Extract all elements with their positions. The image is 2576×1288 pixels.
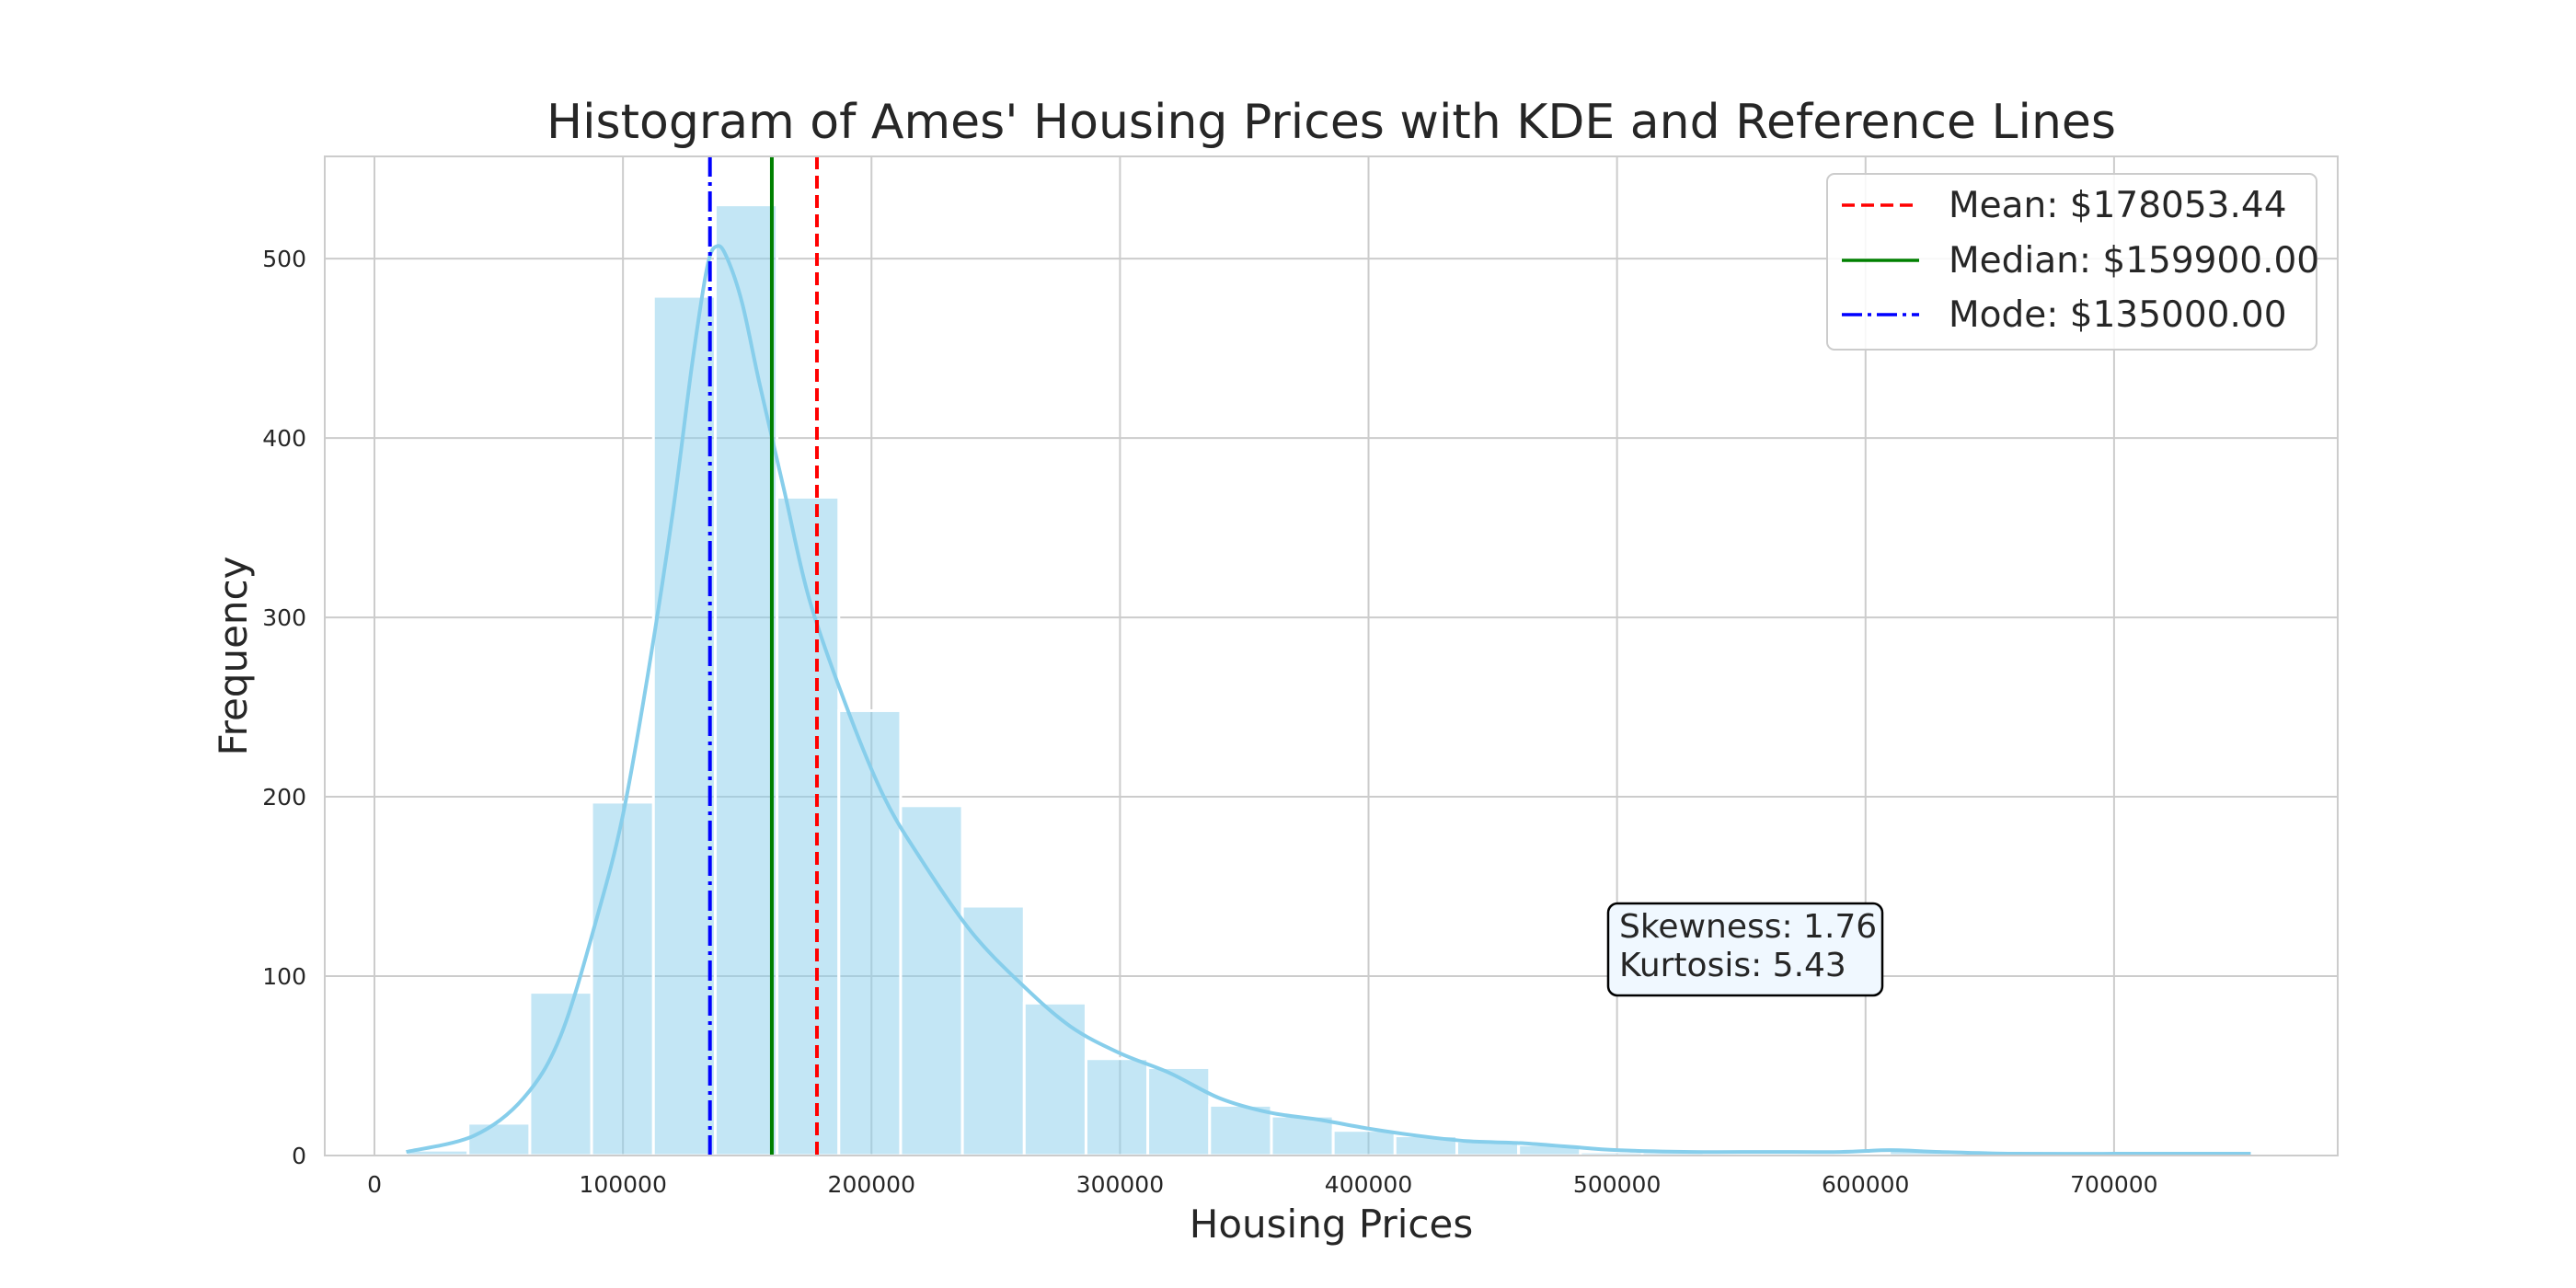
x-tick-label: 100000: [579, 1171, 666, 1198]
x-axis-label: Housing Prices: [1190, 1202, 1473, 1247]
y-tick-label: 0: [292, 1143, 306, 1169]
legend-mode-label: Mode: $135000.00: [1949, 294, 2287, 336]
histogram-bars: [405, 203, 2262, 1157]
histogram-bar: [1331, 1129, 1397, 1157]
skewness-label: Skewness: 1.76: [1619, 908, 1877, 946]
plot-frame: [324, 155, 2339, 1156]
y-tick-label: 500: [262, 246, 306, 272]
y-tick-label: 100: [262, 963, 306, 990]
x-tick-label: 400000: [1325, 1171, 1412, 1198]
reference-lines: [707, 156, 819, 1156]
kurtosis-label: Kurtosis: 5.43: [1619, 947, 1846, 984]
x-tick-label: 200000: [828, 1171, 915, 1198]
histogram-bar: [590, 800, 655, 1157]
legend-frame: [1826, 173, 2317, 351]
histogram-bar: [1022, 1001, 1087, 1157]
chart-title: Histogram of Ames' Housing Prices with K…: [546, 95, 2116, 150]
histogram-bar: [466, 1121, 532, 1157]
y-tick-label: 300: [262, 604, 306, 631]
y-axis-label: Frequency: [211, 557, 256, 756]
histogram-bar: [1146, 1065, 1212, 1157]
histogram-bar: [899, 804, 964, 1157]
histogram-bar: [960, 904, 1026, 1157]
x-tick-label: 0: [367, 1171, 382, 1198]
y-tick-label: 400: [262, 425, 306, 452]
stats-annotation: Skewness: 1.76 Kurtosis: 5.43: [1606, 902, 1884, 997]
legend-mean-label: Mean: $178053.44: [1949, 185, 2287, 226]
histogram-bar: [651, 294, 717, 1157]
y-tick-label: 200: [262, 784, 306, 811]
x-tick-label: 500000: [1573, 1171, 1661, 1198]
histogram-bar: [1084, 1057, 1150, 1157]
histogram-bar: [837, 708, 903, 1157]
legend: Mean: $178053.44 Median: $159900.00 Mode…: [1826, 173, 2319, 351]
kde-curve: [406, 244, 2251, 1156]
legend-median-label: Median: $159900.00: [1949, 240, 2319, 282]
x-tick-label: 600000: [1822, 1171, 1909, 1198]
histogram-bar: [1208, 1103, 1273, 1157]
axis-ticks: 0 100000 200000 300000 400000 500000 600000 700…: [262, 246, 2157, 1198]
histogram-bar: [713, 203, 779, 1157]
x-tick-label: 300000: [1076, 1171, 1164, 1198]
histogram-bar: [528, 991, 593, 1157]
x-tick-label: 700000: [2070, 1171, 2157, 1198]
stats-box-frame: [1606, 902, 1884, 997]
kde-curve-group: [406, 244, 2251, 1156]
